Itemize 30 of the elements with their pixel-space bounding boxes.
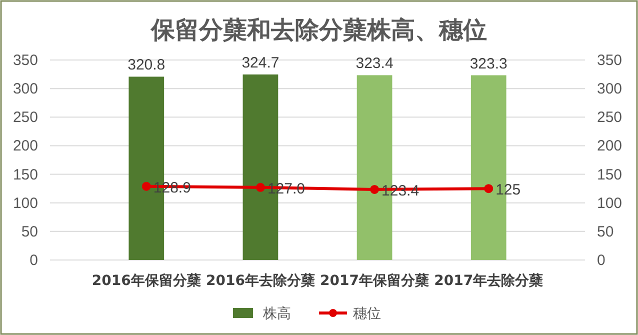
- y2-tick-label: 100: [597, 194, 622, 212]
- y2-tick-label: 200: [597, 138, 622, 155]
- x-tick-label: 2016年去除分蘖: [206, 273, 315, 289]
- y2-tick-label: 50: [597, 223, 614, 240]
- data-label: 320.8: [128, 56, 166, 74]
- legend-label: 株高: [262, 306, 291, 322]
- data-label: 123.4: [382, 182, 420, 200]
- y2-tick-label: 350: [597, 52, 622, 69]
- y2-tick-label: 250: [597, 109, 622, 126]
- data-label: 324.7: [242, 54, 280, 72]
- x-tick-label: 2017年去除分蘖: [434, 273, 544, 289]
- legend-label: 穗位: [353, 306, 381, 322]
- y-tick-label: 0: [30, 252, 38, 269]
- data-label: 323.3: [470, 55, 508, 72]
- y-tick-label: 250: [12, 109, 38, 126]
- x-tick-label: 2017年保留分蘖: [320, 273, 430, 289]
- y2-tick-label: 300: [597, 80, 622, 98]
- data-label: 128.9: [153, 179, 191, 196]
- y-tick-label: 350: [12, 52, 38, 69]
- y-tick-label: 300: [12, 80, 38, 98]
- chart-title: 保留分蘖和去除分蘖株高、穗位: [150, 16, 487, 44]
- y-tick-label: 150: [12, 166, 38, 184]
- data-label: 323.4: [356, 55, 394, 72]
- y-tick-label: 100: [12, 194, 38, 212]
- y2-tick-label: 150: [597, 166, 622, 184]
- y-tick-label: 50: [21, 223, 38, 240]
- x-tick-label: 2016年保留分蘖: [92, 273, 201, 289]
- y2-tick-label: 0: [597, 252, 606, 269]
- y-tick-label: 200: [12, 138, 38, 155]
- data-label: 127.0: [267, 180, 306, 198]
